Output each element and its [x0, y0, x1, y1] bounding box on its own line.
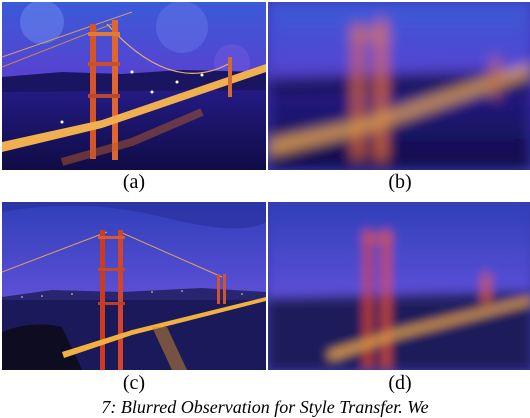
panel-c-label: (c): [122, 372, 146, 394]
panel-d-image: [268, 202, 530, 370]
panel-b-image: [268, 2, 530, 170]
figure-caption: 7: Blurred Observation for Style Transfe…: [101, 397, 429, 417]
panel-a-label: (a): [122, 171, 146, 193]
panel-b-label: (b): [388, 171, 412, 193]
panel-c-image: [2, 202, 266, 370]
panel-a-image: [2, 2, 266, 170]
panel-d-label: (d): [388, 372, 412, 394]
